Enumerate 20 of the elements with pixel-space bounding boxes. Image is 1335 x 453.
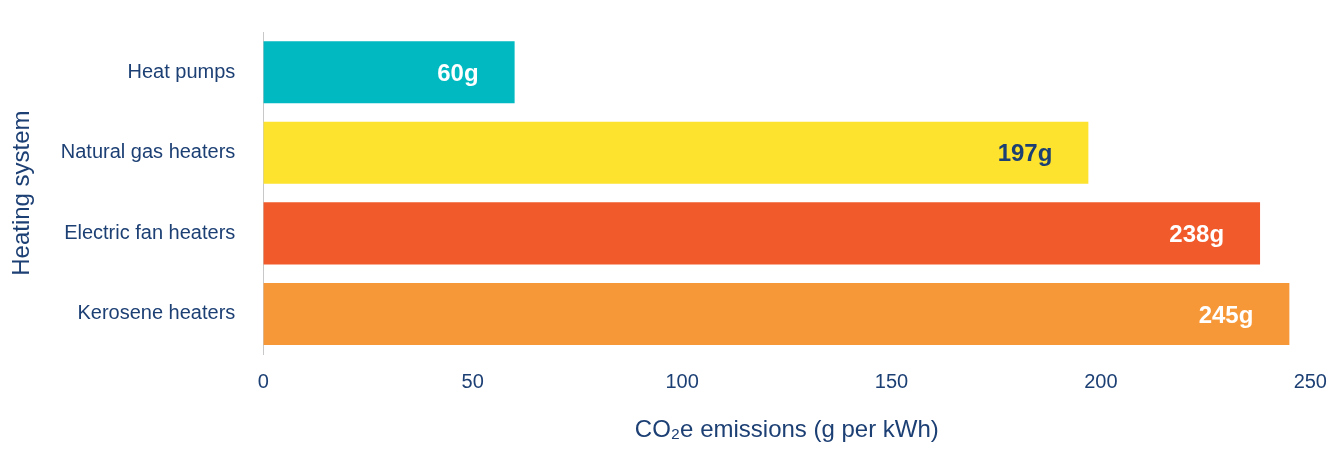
y-tick-label: Kerosene heaters (77, 301, 236, 324)
bar (263, 202, 1261, 265)
bar (263, 282, 1290, 345)
x-tick-label: 250 (1293, 369, 1327, 392)
x-tick-label: 100 (665, 369, 699, 392)
data-label: 245g (1198, 300, 1254, 328)
data-label: 60g (437, 58, 479, 86)
data-label: 197g (997, 139, 1053, 167)
y-tick-label: Electric fan heaters (64, 220, 236, 243)
x-tick-label: 0 (257, 369, 269, 392)
bar (263, 41, 515, 104)
y-tick-label: Natural gas heaters (60, 140, 236, 163)
x-axis-title: CO₂e emissions (g per kWh) (634, 415, 939, 443)
x-tick-label: 50 (461, 369, 484, 392)
y-tick-label: Heat pumps (127, 59, 236, 82)
y-axis-title: Heating system (7, 110, 35, 276)
data-label: 238g (1169, 220, 1225, 247)
x-tick-label: 200 (1084, 369, 1118, 392)
bar (263, 121, 1089, 184)
x-tick-label: 150 (874, 369, 909, 392)
